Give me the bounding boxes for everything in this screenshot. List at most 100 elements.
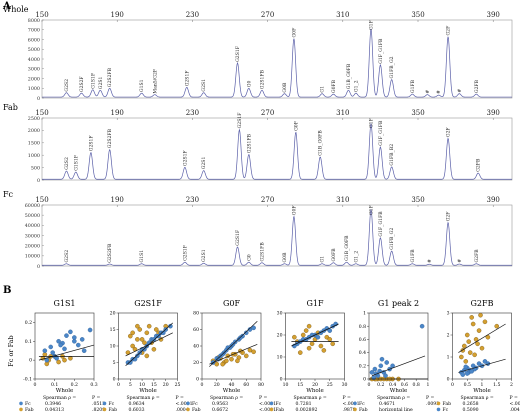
y-tick-label: 10: [110, 344, 116, 350]
x-tick-label: 0.8: [413, 382, 420, 388]
point-fc: [469, 369, 474, 374]
fit-line-fc: [209, 320, 258, 367]
peak-label: G1FB: [410, 249, 416, 263]
x-tick-label: 0.1: [51, 382, 58, 388]
point-fc: [128, 360, 133, 365]
x-tick-label: 350: [411, 109, 424, 117]
legend-marker-fc: [19, 401, 23, 406]
scatter-xlabel: Whole: [223, 388, 241, 394]
scatter-xlabel: Whole: [473, 388, 491, 394]
peak-label: G2S2: [64, 250, 70, 263]
peak-label: #: [425, 90, 431, 94]
trace-frame: [41, 117, 513, 181]
stat-header-rho: Spearman ρ =: [294, 395, 327, 401]
point-fc: [384, 360, 389, 365]
y-tick-label: 2500: [28, 116, 40, 122]
x-tick-label: 350: [411, 11, 424, 19]
point-fab: [62, 357, 67, 363]
x-tick-label: 190: [111, 196, 124, 204]
peak-label: G1FB_G2: [389, 228, 395, 250]
x-tick-label: 40: [229, 382, 235, 388]
peak-label: #: [427, 259, 433, 263]
y-tick-label: 0.8: [359, 324, 366, 330]
peak-label: G2S1: [98, 76, 104, 89]
peak-label: #: [457, 259, 463, 263]
point-fc: [48, 344, 54, 350]
x-tick-label: 0: [368, 382, 371, 388]
point-fab: [470, 321, 476, 327]
peak-label: G2S1F: [182, 150, 188, 166]
scatter-frame: [34, 312, 95, 380]
x-tick-label: 230: [186, 109, 199, 117]
peak-label: G1F: [369, 205, 375, 215]
legend-marker-fc: [102, 401, 107, 406]
stat-header-p: P =: [343, 395, 352, 401]
point-fab: [151, 347, 157, 352]
y-tick-label: 10000: [25, 254, 40, 260]
x-tick-label: 230: [186, 11, 199, 19]
x-tick-label: 25: [327, 382, 333, 388]
point-fc: [460, 372, 466, 377]
x-tick-label: 0: [451, 382, 454, 388]
point-fc: [383, 373, 388, 378]
x-tick-label: 270: [261, 11, 274, 19]
point-fab: [482, 319, 488, 325]
fit-line-fab: [209, 344, 258, 365]
point-fab: [330, 341, 335, 347]
peak-label: G1B_G0FB: [318, 130, 324, 156]
peak-label: G0F: [291, 28, 297, 38]
legend-p: <.0001: [343, 401, 360, 407]
point-fc: [251, 325, 256, 331]
scatter-title: G0F: [223, 299, 240, 308]
point-fab: [321, 348, 327, 353]
x-tick-label: 0.5: [464, 382, 471, 388]
fit-line-fab: [458, 323, 506, 353]
point-fc: [72, 339, 77, 344]
stat-header-p: P =: [259, 395, 268, 401]
peak-label: G2FB: [474, 249, 480, 263]
peak-label: G0: [246, 254, 252, 261]
peak-label: G2F: [446, 212, 452, 222]
point-fab: [467, 350, 473, 355]
peak-label: G2S1FB: [246, 133, 252, 153]
x-tick-label: 25: [175, 382, 181, 388]
peak-label: G1F_G1FB: [378, 120, 384, 146]
legend-series-name: Fc: [25, 401, 31, 407]
x-tick-label: 390: [487, 109, 500, 117]
scatter-xlabel: Whole: [139, 388, 157, 394]
point-fab: [56, 359, 61, 365]
x-tick-label: 60: [243, 382, 249, 388]
legend-p: .9879: [343, 407, 356, 413]
peak-label: G2S1F: [237, 113, 243, 129]
legend-rho: 0.3946: [45, 401, 61, 407]
point-fab: [306, 323, 312, 329]
y-tick-label: 1: [447, 355, 450, 361]
y-tick-label: 2: [447, 333, 450, 339]
peak-label: G1B_G0FB: [344, 235, 350, 261]
y-tick-label: 1500: [28, 141, 40, 147]
y-tick-label: 5000: [28, 47, 40, 53]
stat-header-rho: Spearman ρ =: [210, 395, 243, 401]
point-fab: [153, 327, 159, 332]
x-tick-label: 20: [163, 382, 169, 388]
peak-label: G2F: [446, 26, 452, 36]
fit-line-fc: [38, 344, 95, 361]
x-tick-label: 20: [312, 382, 318, 388]
point-fab: [135, 337, 140, 342]
legend-series-name: Fc: [192, 401, 198, 407]
trace-line-whole: [42, 28, 512, 98]
legend-marker-fc: [353, 401, 357, 406]
trace-name-fab: Fab: [3, 103, 18, 112]
legend-series-name: Fc: [359, 401, 365, 407]
peak-label: G2F: [446, 127, 452, 137]
legend-rho: 0.2658: [463, 401, 479, 407]
x-tick-label: 15: [297, 382, 303, 388]
point-fab: [306, 345, 312, 351]
point-fab: [478, 312, 483, 318]
y-tick-label: 1000: [28, 153, 40, 159]
y-tick-label: 40000: [25, 223, 40, 229]
point-fab: [220, 361, 225, 367]
legend-p: .0041: [510, 407, 520, 413]
point-fab: [247, 347, 253, 353]
point-fab: [229, 356, 234, 362]
